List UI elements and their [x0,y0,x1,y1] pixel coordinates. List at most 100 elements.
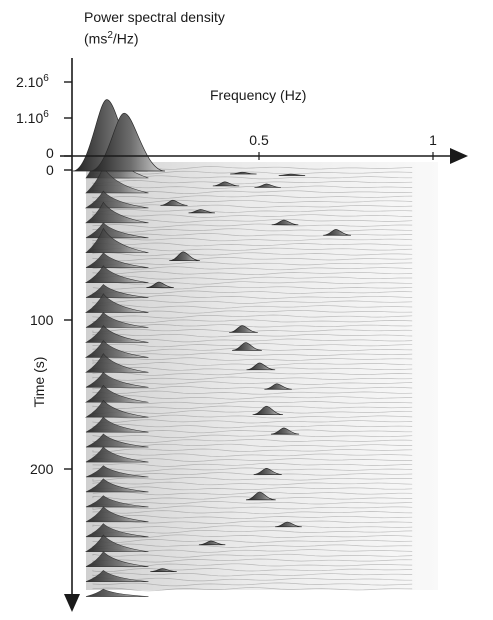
frequency-tick-label-1: 1 [429,132,437,148]
ridge-line [92,266,413,271]
ridge-line [92,476,413,482]
frequency-axis-ticks: 0.5 1 [249,132,437,160]
ridge-line [92,582,413,587]
spectral-peak [169,251,200,262]
ridge-line [92,357,413,362]
ridge-line [92,314,413,319]
ridge-line [92,439,413,443]
low-frequency-peak [85,551,149,567]
ridge-line [92,256,413,262]
low-frequency-peak [85,588,149,597]
ridge-line [92,462,413,467]
ridge-line [92,423,413,429]
z-axis-ticks: 2.106 1.106 0 [16,73,72,161]
low-frequency-peak [85,446,149,463]
low-frequency-peak [84,384,149,403]
ridge-line [92,414,413,419]
ridge-line [92,496,413,501]
spectral-peak [232,342,262,351]
z-axis-title: Power spectral density [84,9,225,25]
ridge-line [92,381,413,386]
low-frequency-peak [84,399,149,418]
low-frequency-peak [85,293,149,313]
ridge-line [92,519,413,524]
ridge-line [92,486,413,491]
spectral-peak [254,183,281,188]
low-frequency-peak [85,353,149,373]
low-frequency-peak [85,227,149,254]
spectral-peak [253,468,282,475]
frequency-axis-title: Frequency (Hz) [210,87,306,103]
low-frequency-peak [84,340,149,358]
ridge-line [92,275,413,280]
ridge-line [92,400,413,405]
ridge-line [92,539,413,543]
low-frequency-peak [85,201,149,224]
spectral-peak [212,181,240,187]
ridge-line [92,568,413,573]
low-frequency-peak [84,265,149,283]
ridge-line [92,419,413,424]
ridge-line [92,371,413,376]
spectral-peak [150,568,177,572]
spectral-peak [160,199,188,206]
low-frequency-peak [85,465,149,478]
ridge-line [92,524,413,529]
low-frequency-peak [85,252,149,268]
low-frequency-peak [85,433,149,448]
spectral-peak [323,229,351,236]
ridge-line [92,472,413,477]
ridge-line [92,285,413,290]
ridge-line [92,457,413,462]
ridge-line [92,505,413,510]
spectral-peak [278,173,306,176]
ridge-line [92,319,413,324]
time-axis-title: Time (s) [31,357,47,408]
time-axis-arrowhead [64,594,80,612]
ridge-line [92,247,413,252]
z-axis-unit-superscript: 2 [107,30,113,41]
ridge-line [92,271,413,275]
ridge-line [92,362,413,366]
ridge-line [92,338,413,343]
spectral-peak [275,521,302,528]
surface-background [86,162,438,590]
spectral-peak [146,281,174,288]
spectral-peak [264,383,292,390]
ridge-line [92,242,413,247]
low-frequency-peak [85,523,149,538]
time-tick-label-200: 200 [30,461,54,477]
z-tick-label-1e6: 1.106 [16,109,49,126]
ridge-line [92,510,413,515]
low-frequency-peak [85,416,149,433]
low-frequency-peak [85,570,149,582]
ridge-line [92,376,413,381]
ridge-line [92,514,413,520]
low-frequency-peak [85,495,149,508]
spectral-peak [229,325,258,333]
ridge-line [92,290,413,295]
ridge-line [92,280,413,285]
ridge-line [92,553,413,558]
frequency-axis-arrowhead [450,148,468,164]
ridge-line [92,410,413,415]
spectral-peak [246,362,276,371]
z-axis-unit-suffix: /Hz) [112,30,139,47]
ridge-line [92,223,413,228]
ridge-line [92,199,413,204]
time-tick-label-100: 100 [30,312,54,328]
ridge-line [92,261,413,267]
spectral-peak [271,219,299,226]
ridge-line [92,170,413,175]
z-axis-unit-prefix: (ms [84,30,108,47]
low-frequency-peak [84,190,149,209]
low-frequency-peak [85,478,149,493]
ridge-line [92,500,413,506]
ridge-line [92,352,413,357]
spectral-peak [245,491,276,501]
ridge-line [92,252,413,257]
low-frequency-peak [84,325,149,343]
ridge-line [92,395,413,400]
ridge-line [92,304,413,309]
